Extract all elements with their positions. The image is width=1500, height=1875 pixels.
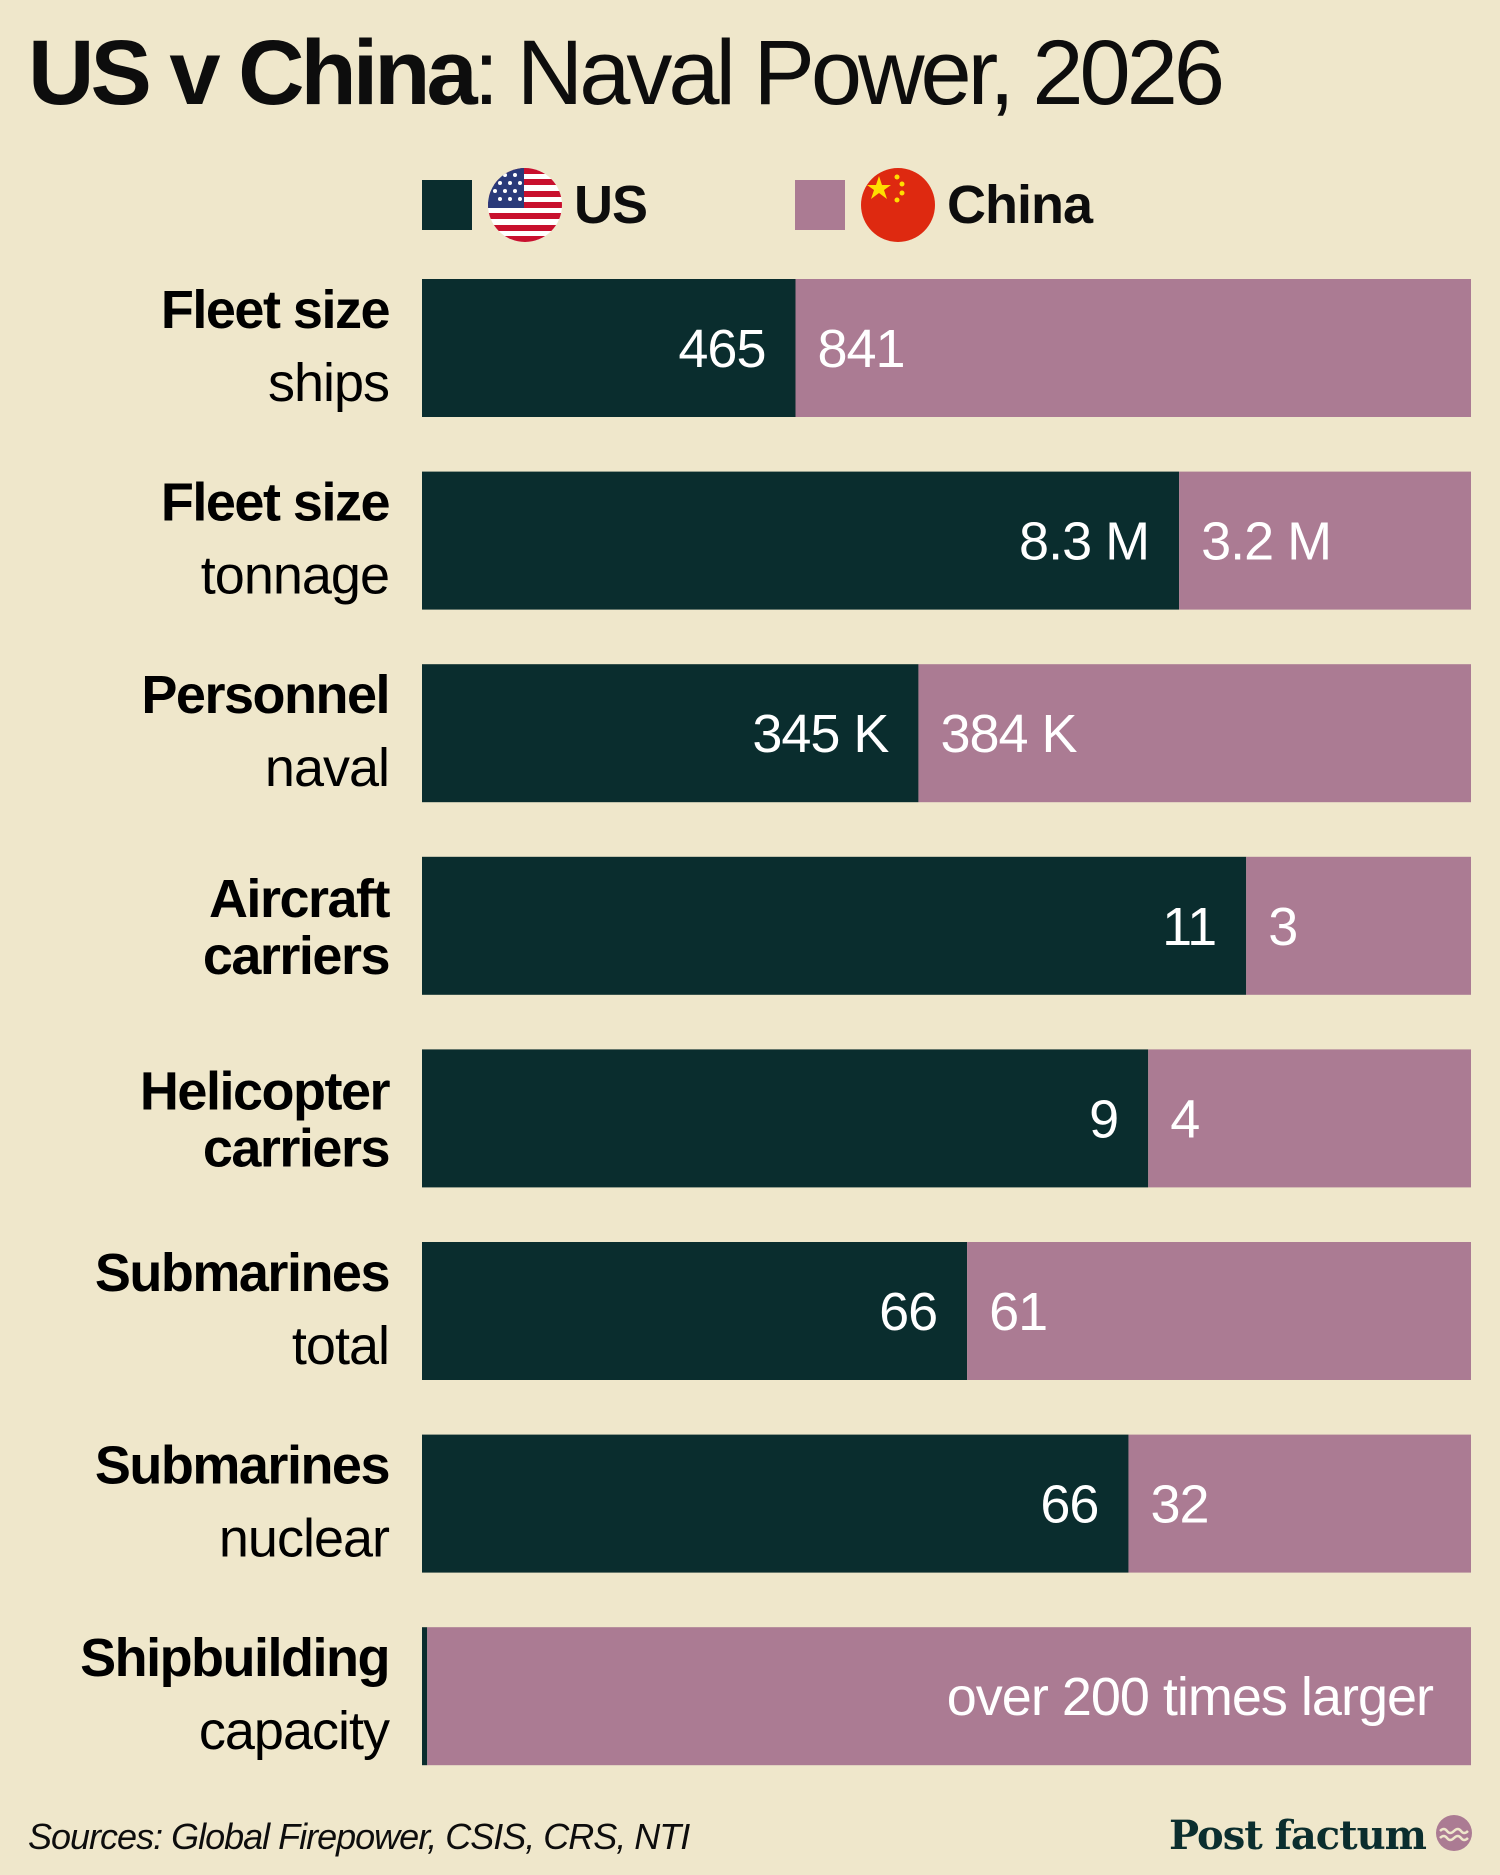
category-sublabel: ships [268,353,389,413]
category-label: Submarines [95,1436,389,1496]
bar-us [422,1242,968,1380]
bar-china [1128,1434,1471,1573]
bar-china [918,664,1471,803]
category-sublabel: capacity [199,1701,390,1761]
legend-label-china: China [947,175,1093,235]
data-label-china: 384 K [940,704,1077,764]
title-bold: US v China [28,22,478,124]
brand: Post factum [1169,1812,1474,1859]
chart-title: US v China: Naval Power, 2026 [28,18,1225,128]
bar-china [1179,471,1471,610]
legend-swatch-china [795,180,845,230]
data-label-us: 11 [1162,897,1216,957]
legend-item-us: US [422,168,648,242]
data-label-china: over 200 times larger [947,1667,1434,1727]
bar-us [422,1049,1149,1188]
bar-china [795,279,1471,417]
data-label-us: 66 [879,1282,937,1342]
bar-china [1148,1049,1471,1188]
data-label-china: 61 [989,1282,1047,1342]
title-light: : Naval Power, 2026 [473,22,1225,124]
data-label-china: 3.2 M [1201,512,1331,572]
bar-china [967,1242,1471,1380]
category-label: Submarines [95,1243,389,1303]
bar-china [427,1627,1472,1766]
category-sublabel: naval [265,738,389,798]
data-label-china: 3 [1268,897,1297,957]
legend-label-us: US [574,175,648,235]
legend-item-china: China [795,168,1093,242]
china-flag-icon [861,168,935,242]
category-label: Fleet size [161,280,390,340]
bar-us [422,664,919,803]
category-label-line2: carriers [203,1118,389,1178]
us-flag-icon [488,168,562,242]
category-label: Shipbuilding [80,1628,389,1688]
wave-logo-icon [1434,1813,1474,1858]
data-label-us: 345 K [752,704,889,764]
data-label-china: 4 [1170,1089,1199,1149]
data-label-us: 465 [678,319,765,379]
category-sublabel: total [292,1316,389,1376]
bar-china [1246,856,1471,995]
category-sublabel: nuclear [219,1509,390,1569]
category-label: Helicopter [140,1061,391,1121]
category-label: Fleet size [161,473,390,533]
data-label-china: 32 [1150,1475,1208,1535]
bar-chart: 465 841 Fleet size ships 8.3 M 3.2 M Fleet siz… [80,279,1472,1766]
data-label-us: 8.3 M [1019,512,1149,572]
bar-us [422,856,1247,995]
bar-us [422,471,1180,610]
brand-name: Post factum [1169,1812,1427,1859]
bar-us [422,279,796,417]
bar-us [422,1434,1129,1573]
data-label-china: 841 [817,319,904,379]
data-label-us: 66 [1040,1475,1098,1535]
category-sublabel: tonnage [201,546,389,606]
data-label-us: 9 [1089,1089,1118,1149]
legend-swatch-us [422,180,472,230]
category-label: Personnel [141,665,389,725]
bar-us [422,1627,428,1766]
category-label-line2: carriers [203,926,389,986]
sources-note: Sources: Global Firepower, CSIS, CRS, NT… [28,1816,690,1857]
category-label: Aircraft [209,869,391,929]
